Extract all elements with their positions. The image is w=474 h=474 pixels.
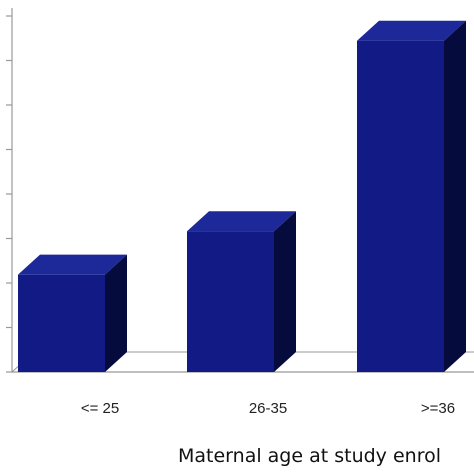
bar-front: [18, 274, 105, 372]
bar-front: [187, 231, 274, 372]
bar-top: [357, 20, 466, 41]
bar-side: [274, 211, 296, 372]
x-tick-label: 26-35: [249, 400, 287, 417]
bar-side: [105, 254, 127, 372]
bar-front: [357, 40, 444, 373]
bar-top: [18, 254, 127, 275]
x-tick-label: >=36: [421, 400, 455, 417]
bar-top: [187, 211, 296, 232]
bar: [18, 254, 127, 372]
x-tick-label: <= 25: [81, 400, 119, 417]
bars: [18, 20, 466, 373]
bar: [187, 211, 296, 372]
x-axis-title: Maternal age at study enrol: [178, 445, 441, 467]
bar: [357, 20, 466, 373]
x-tick-labels: <= 25 26-35 >=36: [81, 400, 455, 417]
bar-side: [444, 20, 466, 373]
